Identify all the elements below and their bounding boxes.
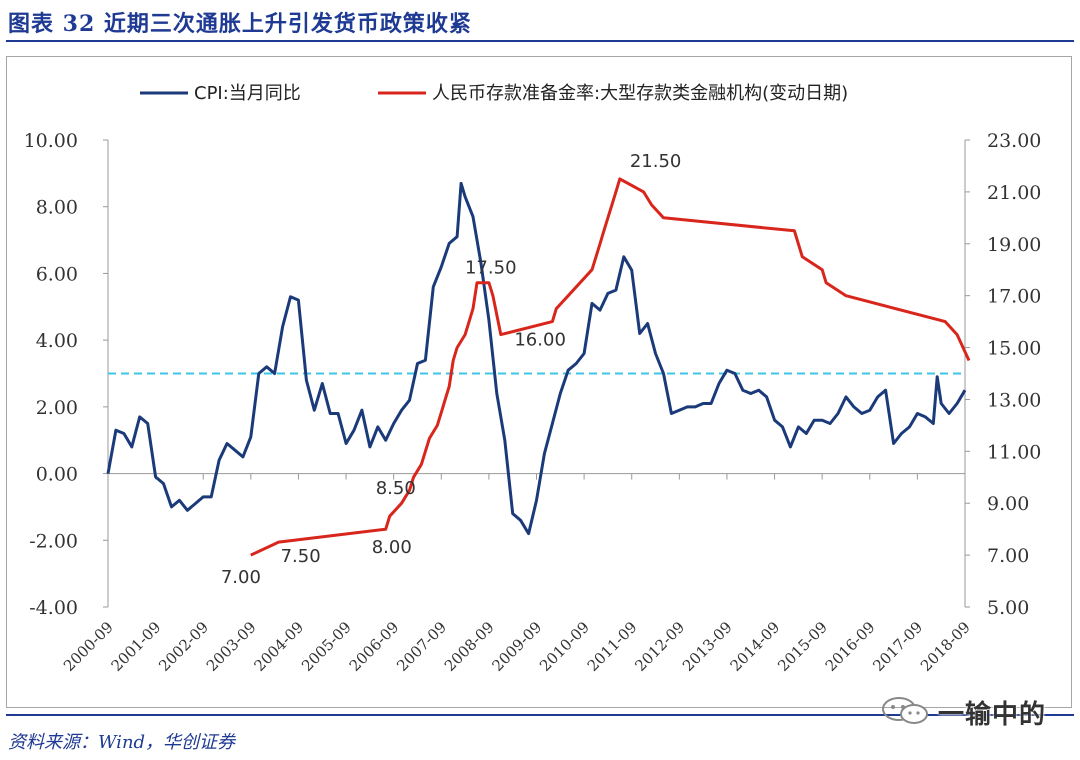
series-layer	[106, 177, 971, 557]
right-tick-label: 23.00	[987, 130, 1041, 152]
watermark-text: 一输中的	[938, 700, 1047, 730]
left-tick-label: 2.00	[36, 397, 78, 419]
left-tick-label: -4.00	[29, 597, 78, 619]
x-tick-label: 2001-09	[108, 618, 165, 675]
x-tick-label: 2007-09	[393, 618, 450, 675]
x-tick-label: 2010-09	[536, 618, 593, 675]
x-tick-label: 2011-09	[584, 618, 641, 675]
x-tick-label: 2018-09	[917, 618, 974, 675]
legend: CPI:当月同比 人民币存款准备金率:大型存款类金融机构(变动日期)	[140, 83, 848, 104]
left-tick-label: 4.00	[36, 330, 78, 352]
x-tick-label: 2012-09	[631, 618, 688, 675]
right-tick-label: 5.00	[987, 597, 1029, 619]
data-label: 8.50	[376, 478, 416, 499]
right-tick-label: 19.00	[987, 234, 1041, 256]
figure-footer: 资料来源：Wind，华创证券	[0, 714, 1080, 760]
left-tick-label: 6.00	[36, 263, 78, 285]
figure-header: 图表 32 近期三次通胀上升引发货币政策收紧	[0, 0, 1080, 44]
x-tick-label: 2013-09	[679, 618, 736, 675]
left-tick-label: 0.00	[36, 464, 78, 486]
data-label: 7.50	[281, 546, 321, 567]
data-label: 17.50	[465, 258, 517, 279]
left-tick-label: 10.00	[24, 130, 78, 152]
title-rule	[6, 40, 1074, 42]
plot-frame	[6, 56, 1072, 708]
cpi-series-line	[106, 181, 967, 536]
x-tick-label: 2015-09	[774, 618, 831, 675]
x-tick-label: 2014-09	[727, 618, 784, 675]
data-label: 7.00	[221, 567, 261, 588]
x-tick-label: 2009-09	[489, 618, 546, 675]
rrr-series-line	[250, 177, 971, 557]
legend-label-cpi: CPI:当月同比	[194, 83, 301, 104]
right-tick-label: 13.00	[987, 389, 1041, 411]
x-tick-label: 2000-09	[60, 618, 117, 675]
annotation-layer: 7.00 7.50 8.50 8.00 17.50 16.00 21.50	[221, 151, 682, 588]
wechat-icon	[882, 697, 928, 724]
right-tick-label: 15.00	[987, 338, 1041, 360]
right-tick-label: 7.00	[987, 545, 1029, 567]
x-tick-label: 2002-09	[155, 618, 212, 675]
right-tick-label: 17.00	[987, 286, 1041, 308]
x-tick-label: 2006-09	[346, 618, 403, 675]
x-tick-label: 2008-09	[441, 618, 498, 675]
right-tick-label: 9.00	[987, 493, 1029, 515]
source-note: 资料来源：Wind，华创证券	[8, 732, 236, 753]
legend-label-rrr: 人民币存款准备金率:大型存款类金融机构(变动日期)	[432, 83, 848, 104]
data-label: 16.00	[514, 330, 566, 351]
left-tick-label: -2.00	[29, 530, 78, 552]
x-tick-label: 2017-09	[869, 618, 926, 675]
x-tick-label: 2016-09	[822, 618, 879, 675]
figure-title: 图表 32 近期三次通胀上升引发货币政策收紧	[8, 11, 472, 37]
right-tick-label: 11.00	[987, 441, 1041, 463]
x-tick-label: 2004-09	[250, 618, 307, 675]
x-tick-label: 2005-09	[298, 618, 355, 675]
footer-rule	[6, 714, 1074, 716]
x-tick-label: 2003-09	[203, 618, 260, 675]
data-label: 21.50	[630, 151, 682, 172]
left-tick-label: 8.00	[36, 197, 78, 219]
cpi-rrr-chart: -4.00 -2.00 0.00 2.00 4.00 6.00 8.00 10.00 5.00 7…	[24, 83, 1042, 675]
right-tick-label: 21.00	[987, 182, 1041, 204]
data-label: 8.00	[372, 537, 412, 558]
